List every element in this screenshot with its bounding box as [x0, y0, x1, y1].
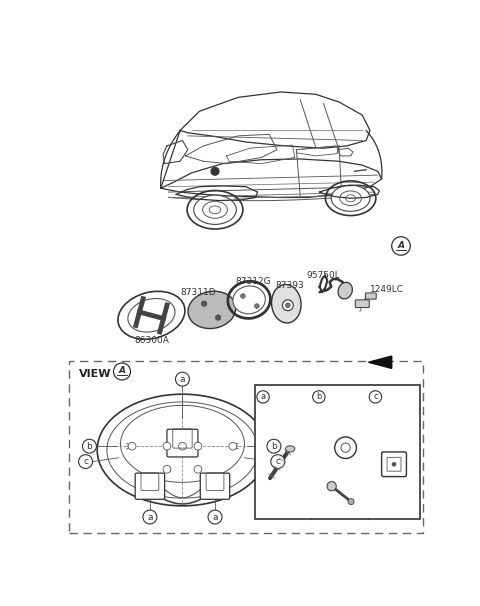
- Text: b: b: [86, 442, 92, 451]
- FancyBboxPatch shape: [167, 429, 198, 457]
- Text: a: a: [147, 513, 153, 522]
- Circle shape: [216, 315, 221, 321]
- Ellipse shape: [97, 394, 268, 506]
- Circle shape: [163, 442, 171, 450]
- Circle shape: [335, 437, 357, 459]
- Circle shape: [202, 301, 207, 307]
- Circle shape: [271, 454, 285, 468]
- Circle shape: [348, 499, 354, 505]
- Text: c: c: [373, 393, 378, 401]
- Text: 95750L: 95750L: [307, 271, 340, 281]
- Circle shape: [312, 391, 325, 403]
- FancyBboxPatch shape: [382, 452, 407, 476]
- Circle shape: [194, 465, 202, 473]
- Text: b: b: [271, 442, 277, 451]
- Circle shape: [211, 167, 219, 175]
- Circle shape: [327, 482, 336, 491]
- Circle shape: [229, 442, 237, 450]
- FancyBboxPatch shape: [135, 473, 165, 499]
- Circle shape: [143, 510, 157, 524]
- Ellipse shape: [188, 291, 236, 328]
- Ellipse shape: [286, 446, 295, 452]
- Text: c: c: [83, 457, 88, 466]
- FancyBboxPatch shape: [365, 293, 376, 299]
- Circle shape: [257, 391, 269, 403]
- Ellipse shape: [194, 195, 236, 224]
- Text: 1249LC: 1249LC: [370, 285, 404, 295]
- Text: b: b: [316, 393, 322, 401]
- Circle shape: [369, 391, 382, 403]
- Circle shape: [392, 237, 410, 255]
- Polygon shape: [369, 356, 392, 368]
- Ellipse shape: [272, 284, 301, 323]
- Text: VIEW: VIEW: [79, 369, 112, 379]
- Text: 87311D: 87311D: [180, 288, 216, 298]
- Text: 87393: 87393: [276, 281, 304, 290]
- Text: 87757A: 87757A: [326, 471, 360, 480]
- Circle shape: [128, 442, 136, 450]
- Bar: [255, 385, 420, 519]
- Circle shape: [254, 304, 259, 308]
- Circle shape: [176, 372, 190, 386]
- Circle shape: [179, 442, 186, 450]
- Circle shape: [208, 510, 222, 524]
- Circle shape: [282, 300, 293, 311]
- Circle shape: [267, 439, 281, 453]
- Ellipse shape: [338, 282, 352, 299]
- Text: A: A: [397, 241, 405, 250]
- Circle shape: [194, 442, 202, 450]
- Text: 87312G: 87312G: [235, 277, 271, 286]
- Text: 90782: 90782: [329, 426, 358, 435]
- Text: c: c: [275, 457, 280, 466]
- Circle shape: [163, 465, 171, 473]
- Circle shape: [113, 363, 131, 380]
- Text: a: a: [212, 513, 218, 522]
- Circle shape: [83, 439, 96, 453]
- Text: a: a: [261, 393, 265, 401]
- Text: 1243AB: 1243AB: [272, 393, 307, 401]
- Circle shape: [392, 462, 396, 467]
- Text: 87377D: 87377D: [385, 393, 420, 401]
- Ellipse shape: [331, 185, 370, 211]
- Ellipse shape: [118, 291, 185, 339]
- Text: a: a: [180, 375, 185, 384]
- Text: A: A: [119, 366, 125, 375]
- Ellipse shape: [233, 286, 265, 314]
- Circle shape: [79, 454, 93, 468]
- Circle shape: [286, 303, 290, 308]
- FancyBboxPatch shape: [355, 300, 369, 308]
- Circle shape: [240, 294, 245, 298]
- FancyBboxPatch shape: [200, 473, 230, 499]
- Text: 86300A: 86300A: [134, 336, 169, 345]
